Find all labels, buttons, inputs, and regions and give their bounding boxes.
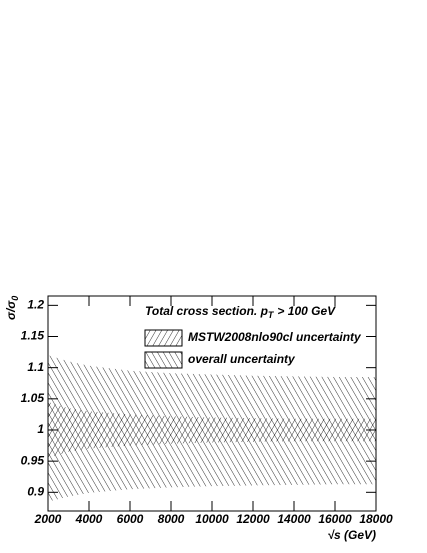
y-label-text: σ/σ — [4, 300, 18, 320]
y-label-sub: 0 — [10, 296, 20, 301]
y-tick-label: 1.05 — [21, 391, 45, 405]
x-tick-label: 10000 — [195, 512, 229, 526]
x-axis-label: √s (GeV) — [327, 528, 376, 542]
uncertainty-band — [48, 401, 376, 459]
x-tick-label: 4000 — [75, 512, 103, 526]
x-tick-label: 16000 — [318, 512, 352, 526]
legend-label: MSTW2008nlo90cl uncertainty — [188, 330, 362, 344]
x-tick-label: 2000 — [34, 512, 62, 526]
x-tick-label: 18000 — [359, 512, 393, 526]
y-tick-label: 0.95 — [21, 453, 45, 467]
title-sub: T — [268, 310, 275, 320]
y-tick-label: 1 — [37, 422, 44, 436]
x-tick-label: 8000 — [158, 512, 185, 526]
y-tick-label: 1.15 — [21, 329, 45, 343]
title: Total cross section. pT > 100 GeV — [145, 304, 336, 320]
legend-label: overall uncertainty — [188, 352, 296, 366]
title-text: Total cross section. p — [145, 304, 268, 318]
x-tick-label: 12000 — [236, 512, 270, 526]
y-tick-label: 0.9 — [27, 484, 44, 498]
legend-swatch — [144, 351, 183, 369]
x-tick-label: 14000 — [277, 512, 311, 526]
title-text: > 100 GeV — [277, 304, 336, 318]
legend-swatch — [144, 329, 183, 347]
y-tick-label: 1.2 — [27, 298, 44, 312]
y-tick-label: 1.1 — [27, 360, 44, 374]
y-axis-label: σ/σ0 — [4, 296, 20, 320]
plot-area — [48, 355, 376, 502]
x-tick-label: 6000 — [117, 512, 144, 526]
